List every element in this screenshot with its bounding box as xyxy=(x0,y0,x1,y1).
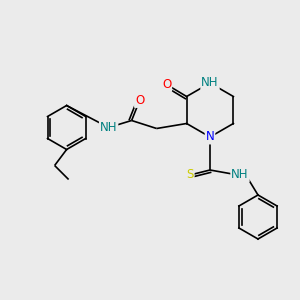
Text: NH: NH xyxy=(231,169,249,182)
Text: N: N xyxy=(206,130,214,143)
Text: S: S xyxy=(186,169,194,182)
Text: NH: NH xyxy=(201,76,219,89)
Text: O: O xyxy=(162,78,171,91)
Text: O: O xyxy=(135,94,144,107)
Text: NH: NH xyxy=(100,121,117,134)
